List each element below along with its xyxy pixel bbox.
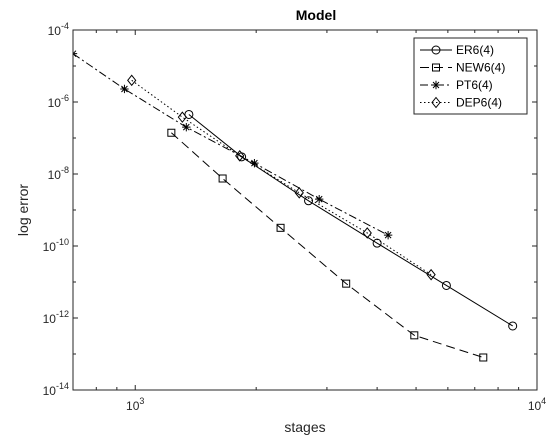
data-point-pt6-4-1 [120, 84, 129, 94]
data-point-pt6-4-5 [383, 230, 393, 240]
series-line-er6-4 [188, 114, 513, 327]
series-line-dep6-4 [131, 79, 432, 276]
data-point-er6-4-5 [508, 321, 518, 331]
y-tick-label-0: 10-14 [43, 381, 69, 398]
data-point-dep6-4-3 [294, 187, 304, 199]
y-tick-label-3: 10-8 [48, 165, 69, 182]
legend-entry-pt6-4: PT6(4) [420, 78, 493, 92]
data-point-new6-4-1 [218, 174, 227, 183]
data-point-new6-4-2 [276, 223, 285, 232]
y-tick-label-5: 10-4 [48, 21, 69, 38]
data-point-dep6-4-4 [362, 227, 372, 239]
y-tick-label-1: 10-12 [43, 309, 69, 326]
data-point-dep6-4-2 [235, 150, 245, 162]
y-tick-label-2: 10-10 [43, 237, 69, 254]
legend-marker-dep6-4 [431, 96, 441, 109]
series-er6-4 [184, 109, 518, 331]
legend-entry-dep6-4: DEP6(4) [420, 96, 502, 110]
series-line-pt6-4 [73, 53, 389, 236]
chart-title: Model [296, 7, 336, 23]
y-tick-label-4: 10-6 [48, 93, 69, 110]
legend-marker-pt6-4 [431, 80, 441, 90]
data-point-new6-4-3 [342, 279, 351, 288]
x-axis-label: stages [284, 419, 325, 435]
data-point-new6-4-4 [410, 331, 419, 340]
legend: ER6(4) NEW6(4) PT6(4) DEP6(4) [413, 37, 528, 115]
data-point-dep6-4-5 [426, 268, 436, 281]
data-point-pt6-4-3 [250, 158, 259, 168]
data-point-er6-4-4 [441, 280, 451, 290]
legend-label-dep6-4: DEP6(4) [456, 96, 502, 110]
legend-entry-new6-4: NEW6(4) [420, 61, 505, 75]
legend-marker-new6-4 [432, 63, 440, 72]
data-point-dep6-4-0 [127, 74, 137, 87]
series-dep6-4 [127, 74, 436, 281]
legend-marker-er6-4 [431, 45, 441, 55]
legend-label-er6-4: ER6(4) [456, 43, 494, 57]
y-axis-label: log error [15, 184, 31, 236]
ticks: 103 104 10-14 10-12 10-10 10-8 10-6 10-4 [43, 21, 547, 413]
x-tick-label-0: 103 [126, 396, 144, 413]
legend-entry-er6-4: ER6(4) [420, 43, 494, 57]
data-point-new6-4-5 [479, 353, 488, 362]
data-point-er6-4-0 [184, 109, 194, 119]
legend-label-pt6-4: PT6(4) [456, 78, 493, 92]
legend-label-new6-4: NEW6(4) [456, 61, 505, 75]
series-line-new6-4 [171, 132, 484, 358]
data-point-new6-4-0 [167, 128, 176, 137]
data-point-dep6-4-1 [177, 111, 187, 123]
x-tick-label-1: 104 [528, 396, 546, 413]
data-point-pt6-4-2 [182, 122, 191, 132]
series-pt6-4 [73, 49, 393, 240]
series-new6-4 [167, 128, 488, 362]
data-point-pt6-4-4 [314, 194, 324, 204]
plot-area [73, 49, 518, 362]
